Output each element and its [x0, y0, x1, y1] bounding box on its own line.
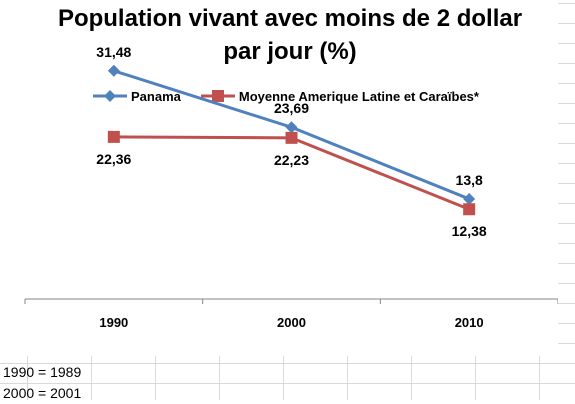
x-tick-label: 1990 [99, 315, 128, 330]
data-label: 22,36 [96, 151, 131, 167]
chart-area[interactable]: Population vivant avec moins de 2 dollar… [0, 0, 558, 356]
data-point-diamond [463, 192, 476, 205]
footnote-2000: 2000 = 2001 [3, 385, 82, 401]
data-label: 22,23 [274, 152, 309, 168]
data-label: 31,48 [96, 44, 131, 60]
legend-label-panama: Panama [131, 88, 181, 104]
data-point-diamond [285, 121, 298, 134]
plot-area: 1990 2000 2010 31,48 23,69 13,8 22,36 22,23 12,3… [24, 44, 558, 330]
data-point-square [107, 130, 120, 143]
data-label: 23,69 [274, 100, 309, 116]
legend-item-panama: Panama [93, 89, 181, 104]
x-tick-label: 2010 [455, 315, 484, 330]
footnote-1990: 1990 = 1989 [3, 364, 82, 380]
chart-title: Population vivant avec moins de 2 dollar… [57, 5, 523, 65]
series-line-1 [113, 135, 470, 211]
data-label: 13,8 [456, 172, 483, 188]
legend-item-moyenne: Moyenne Amerique Latine et Caraïbes* [200, 88, 479, 104]
legend-square-marker-icon [200, 90, 235, 102]
data-label: 12,38 [452, 223, 487, 239]
chart-legend: Panama Moyenne Amerique Latine et Caraïb… [93, 87, 479, 105]
x-tick-label: 2000 [277, 315, 306, 330]
legend-diamond-marker-icon [93, 90, 127, 102]
legend-label-moyenne: Moyenne Amerique Latine et Caraïbes* [238, 88, 479, 104]
data-point-square [463, 203, 476, 216]
footnotes: 1990 = 1989 2000 = 2001 [3, 362, 81, 404]
data-point-diamond [107, 64, 120, 77]
data-point-square [285, 131, 298, 144]
